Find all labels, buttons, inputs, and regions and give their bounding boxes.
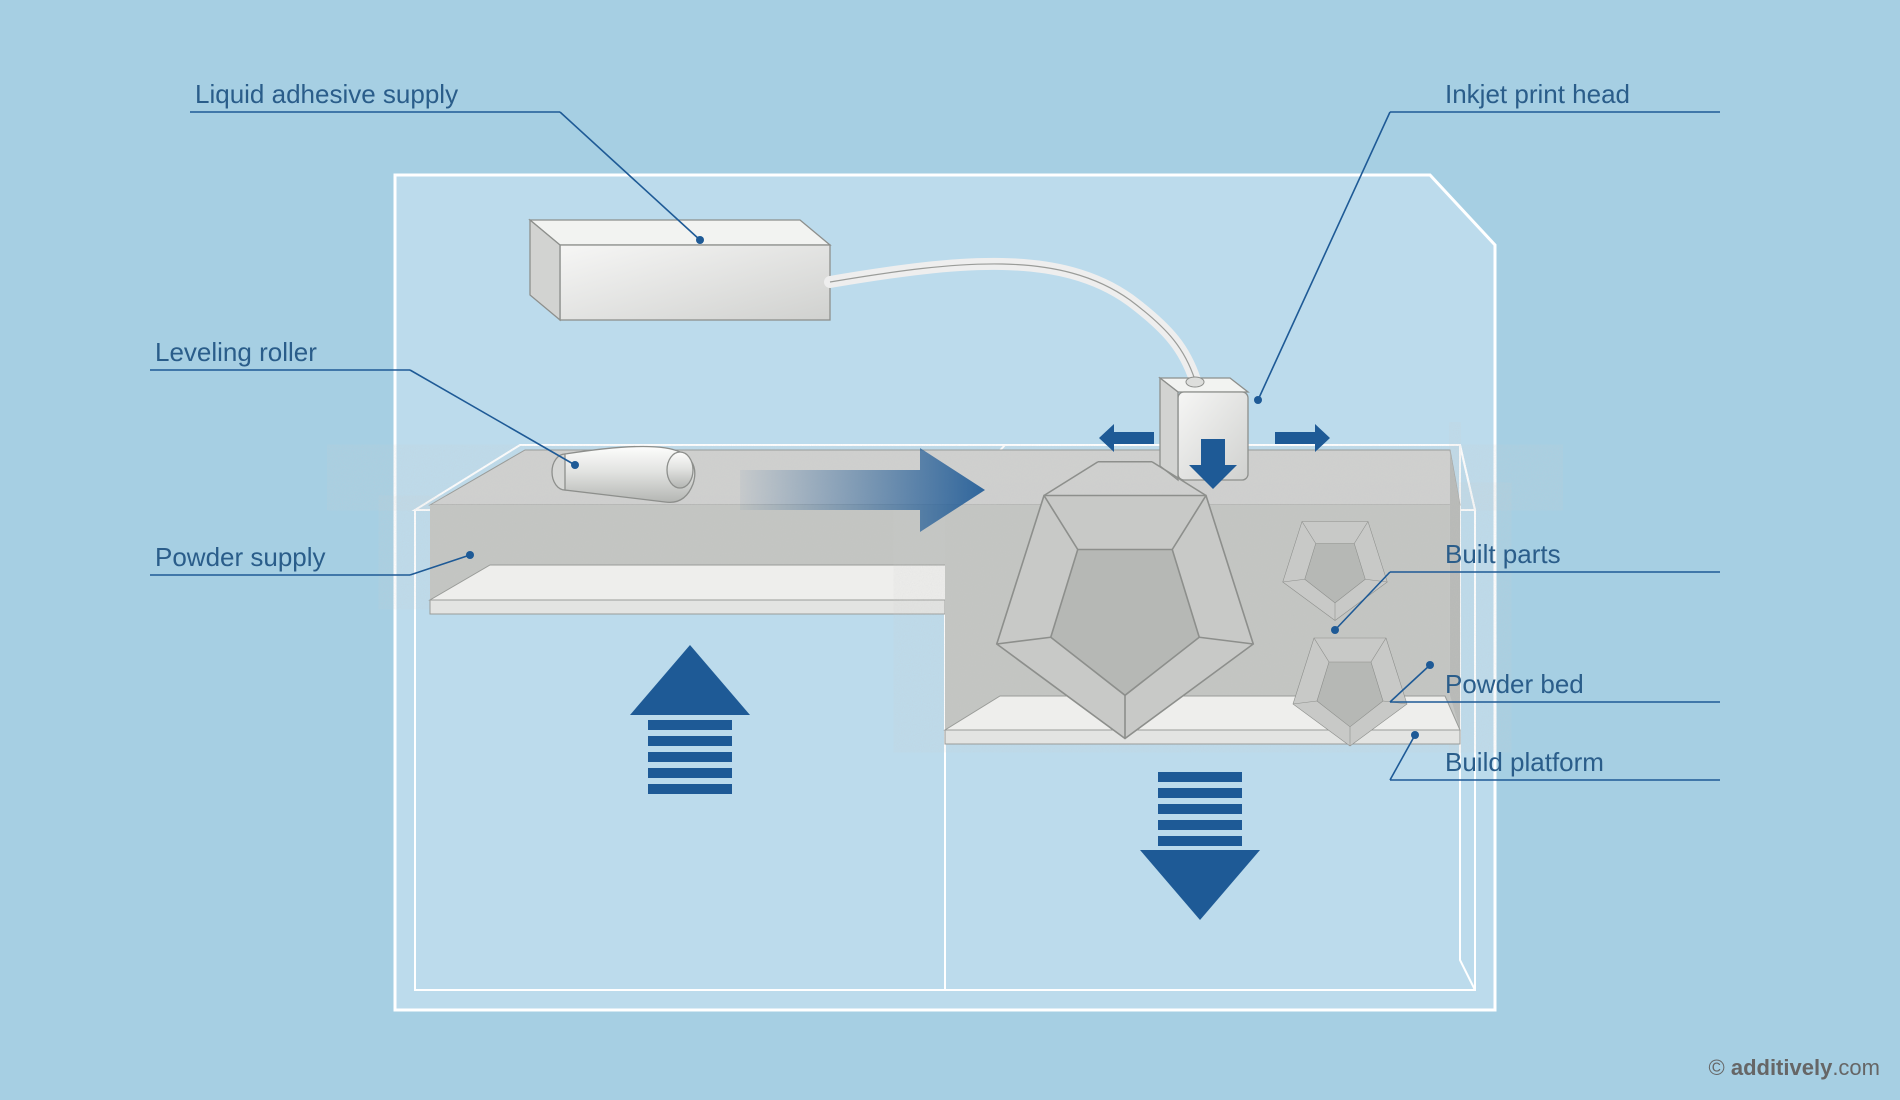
adhesive-supply	[530, 220, 830, 320]
label-adhesive: Liquid adhesive supply	[195, 79, 458, 109]
attribution: © additively.com	[1708, 1055, 1880, 1080]
label-printhead: Inkjet print head	[1445, 79, 1630, 109]
label-supply: Powder supply	[155, 542, 326, 572]
label-parts: Built parts	[1445, 539, 1561, 569]
label-platform: Build platform	[1445, 747, 1604, 777]
left-bin	[430, 505, 1000, 614]
label-roller: Leveling roller	[155, 337, 317, 367]
label-bed: Powder bed	[1445, 669, 1584, 699]
